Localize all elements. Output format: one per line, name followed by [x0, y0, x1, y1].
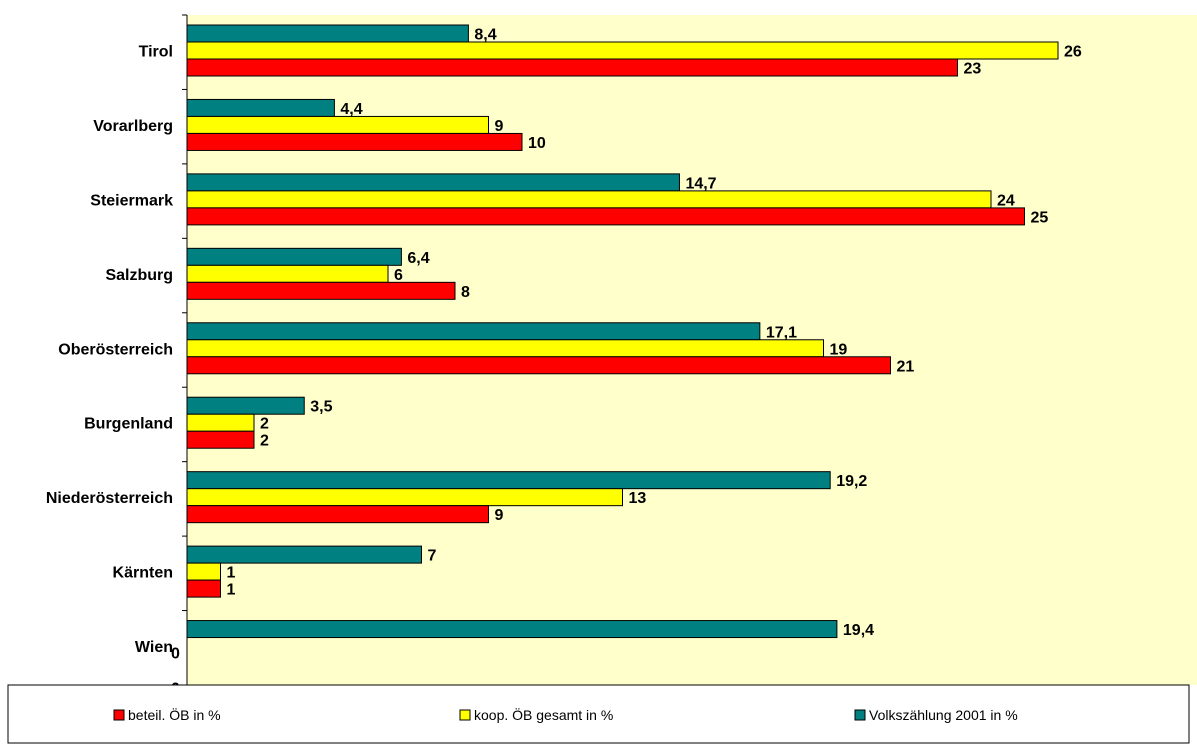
legend-swatch	[459, 709, 471, 721]
category-label: Salzburg	[105, 267, 173, 284]
data-label: 10	[528, 135, 546, 152]
data-label: 0	[171, 646, 180, 663]
data-label: 8	[461, 284, 470, 301]
bar-0-1	[186, 132, 523, 151]
category-label: Tirol	[139, 44, 173, 61]
bar-2-6	[186, 471, 831, 490]
bar-0-3	[186, 281, 456, 300]
data-label: 25	[1031, 209, 1049, 226]
bar-2-1	[186, 98, 335, 117]
data-label: 26	[1064, 44, 1082, 61]
category-label: Niederösterreich	[46, 490, 173, 507]
category-label: Vorarlberg	[93, 118, 173, 135]
bar-0-7	[186, 579, 221, 598]
bar-2-2	[186, 173, 680, 192]
bar-2-8	[186, 620, 838, 639]
data-label: 19,4	[843, 622, 874, 639]
bar-1-7	[186, 562, 221, 581]
legend-label: beteil. ÖB in %	[128, 706, 221, 723]
data-label: 19	[830, 341, 848, 358]
bar-1-3	[186, 264, 389, 283]
legend-box	[7, 684, 1190, 744]
data-label: 23	[964, 61, 982, 78]
bar-1-2	[186, 190, 992, 209]
legend: beteil. ÖB in % koop. ÖB gesamt in % Volks…	[7, 684, 1190, 744]
bar-2-4	[186, 322, 761, 341]
data-label: 8,4	[474, 27, 496, 44]
bar-2-7	[186, 545, 422, 564]
legend-swatch	[113, 709, 125, 721]
data-label: 2	[260, 416, 269, 433]
data-label: 21	[897, 358, 915, 375]
bar-0-0	[186, 58, 958, 77]
data-label: 6	[394, 267, 403, 284]
data-label: 6,4	[407, 250, 429, 267]
bar-0-2	[186, 207, 1025, 226]
data-label: 13	[629, 490, 647, 507]
category-label: Oberösterreich	[58, 341, 173, 358]
legend-swatch	[854, 709, 866, 721]
data-label: 17,1	[766, 324, 797, 341]
category-label: Steiermark	[90, 192, 173, 209]
bar-1-4	[186, 339, 824, 358]
bar-0-5	[186, 430, 255, 449]
data-label: 7	[428, 548, 437, 565]
data-label: 1	[227, 565, 236, 582]
bar-0-4	[186, 356, 891, 375]
data-label: 14,7	[685, 175, 716, 192]
category-label: Burgenland	[84, 416, 173, 433]
data-label: 24	[997, 192, 1015, 209]
data-label: 3,5	[310, 399, 332, 416]
data-label: 19,2	[836, 473, 867, 490]
bar-2-3	[186, 247, 402, 266]
bar-1-6	[186, 488, 623, 507]
bar-2-5	[186, 396, 305, 415]
bar-1-0	[186, 41, 1059, 60]
bar-0-6	[186, 505, 489, 524]
bar-1-5	[186, 413, 255, 432]
data-label: 2	[260, 433, 269, 450]
bar-1-1	[186, 115, 489, 134]
data-label: 9	[495, 118, 504, 135]
category-label: Kärnten	[113, 565, 173, 582]
legend-label: Volkszählung 2001 in %	[869, 707, 1018, 723]
data-label: 4,4	[340, 101, 362, 118]
category-label: Wien	[135, 639, 173, 656]
data-label: 9	[495, 507, 504, 524]
legend-label: koop. ÖB gesamt in %	[474, 706, 613, 723]
data-label: 1	[227, 582, 236, 599]
bar-2-0	[186, 24, 469, 43]
